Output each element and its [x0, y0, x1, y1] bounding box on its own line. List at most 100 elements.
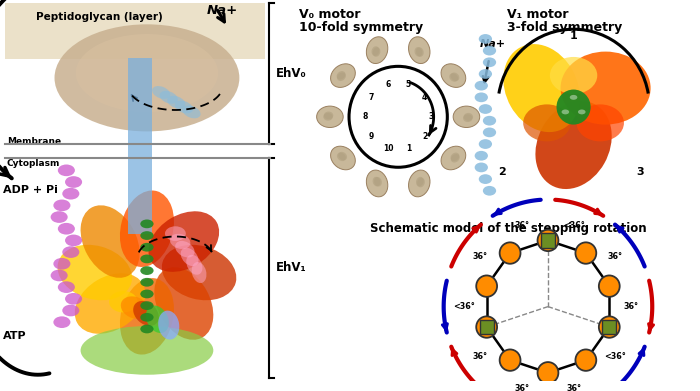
Ellipse shape [479, 69, 492, 79]
Ellipse shape [483, 186, 496, 196]
Ellipse shape [570, 95, 578, 100]
Ellipse shape [441, 64, 466, 88]
Ellipse shape [463, 113, 473, 121]
Ellipse shape [120, 278, 174, 355]
Ellipse shape [109, 291, 137, 312]
Ellipse shape [479, 34, 492, 44]
Ellipse shape [323, 113, 332, 121]
Text: 36°: 36° [624, 302, 639, 311]
Ellipse shape [186, 255, 202, 275]
Ellipse shape [65, 176, 82, 188]
Text: Schematic model of the stepping rotation: Schematic model of the stepping rotation [370, 222, 646, 235]
Ellipse shape [148, 211, 219, 272]
Ellipse shape [416, 47, 423, 57]
Ellipse shape [475, 163, 488, 172]
Bar [480, 320, 494, 334]
Text: V₁ motor: V₁ motor [508, 8, 568, 21]
Circle shape [500, 350, 521, 371]
Ellipse shape [409, 170, 430, 197]
Ellipse shape [65, 293, 82, 305]
Circle shape [575, 242, 596, 264]
Ellipse shape [146, 305, 169, 333]
Ellipse shape [140, 325, 153, 334]
Text: 36°: 36° [608, 252, 623, 261]
Ellipse shape [162, 245, 237, 300]
Ellipse shape [550, 57, 597, 94]
Text: 3: 3 [428, 112, 433, 121]
Ellipse shape [374, 177, 382, 187]
Ellipse shape [53, 199, 71, 211]
Text: 3: 3 [636, 167, 644, 177]
Text: 1: 1 [570, 31, 578, 41]
Text: V₀ motor: V₀ motor [299, 8, 360, 21]
Text: 36°: 36° [473, 252, 488, 261]
Text: 36°: 36° [473, 352, 488, 361]
Ellipse shape [409, 37, 430, 63]
Ellipse shape [416, 177, 423, 187]
Text: 8: 8 [363, 112, 368, 121]
Text: Cytoplasm: Cytoplasm [6, 159, 60, 168]
Text: 7: 7 [369, 93, 375, 102]
Circle shape [538, 230, 559, 251]
Ellipse shape [366, 170, 388, 197]
Ellipse shape [80, 205, 139, 278]
Ellipse shape [55, 24, 239, 131]
Ellipse shape [140, 243, 153, 252]
Ellipse shape [57, 245, 132, 300]
Ellipse shape [62, 246, 79, 258]
Text: ADP + Pi: ADP + Pi [3, 185, 57, 195]
Ellipse shape [330, 146, 356, 170]
Ellipse shape [192, 262, 206, 283]
Ellipse shape [167, 96, 186, 109]
Ellipse shape [483, 46, 496, 56]
Ellipse shape [120, 190, 174, 267]
Ellipse shape [65, 235, 82, 246]
Ellipse shape [140, 290, 153, 298]
Ellipse shape [140, 219, 153, 228]
Ellipse shape [165, 226, 186, 241]
Ellipse shape [183, 106, 201, 118]
Ellipse shape [170, 234, 190, 249]
Ellipse shape [479, 174, 492, 184]
Ellipse shape [451, 152, 459, 161]
Ellipse shape [463, 114, 473, 122]
Ellipse shape [175, 241, 195, 257]
Circle shape [500, 242, 521, 264]
Ellipse shape [523, 104, 570, 142]
Text: Membrane: Membrane [6, 137, 61, 146]
Ellipse shape [140, 255, 153, 263]
Text: <36°: <36° [454, 302, 475, 311]
Ellipse shape [140, 313, 153, 322]
Ellipse shape [62, 188, 79, 199]
Ellipse shape [50, 270, 68, 281]
Ellipse shape [578, 109, 586, 115]
Ellipse shape [152, 86, 170, 99]
Ellipse shape [441, 146, 466, 170]
Circle shape [575, 350, 596, 371]
Ellipse shape [561, 52, 650, 125]
Ellipse shape [453, 106, 480, 127]
Circle shape [556, 90, 591, 125]
Ellipse shape [414, 47, 422, 57]
Ellipse shape [76, 34, 218, 112]
Ellipse shape [449, 73, 458, 82]
Ellipse shape [479, 104, 492, 114]
Ellipse shape [372, 47, 380, 57]
Ellipse shape [53, 316, 71, 328]
Ellipse shape [324, 111, 333, 119]
FancyBboxPatch shape [5, 3, 265, 59]
Ellipse shape [372, 46, 379, 56]
Text: 5: 5 [406, 80, 411, 89]
Text: <36°: <36° [605, 352, 626, 361]
Text: Na+: Na+ [480, 39, 506, 49]
Ellipse shape [338, 152, 347, 160]
Ellipse shape [175, 100, 193, 113]
Circle shape [598, 275, 620, 297]
Text: Na+: Na+ [207, 4, 239, 17]
Ellipse shape [140, 278, 153, 287]
Ellipse shape [121, 296, 148, 319]
Ellipse shape [140, 301, 153, 310]
Ellipse shape [337, 71, 346, 79]
Ellipse shape [62, 305, 79, 316]
Ellipse shape [133, 301, 159, 326]
